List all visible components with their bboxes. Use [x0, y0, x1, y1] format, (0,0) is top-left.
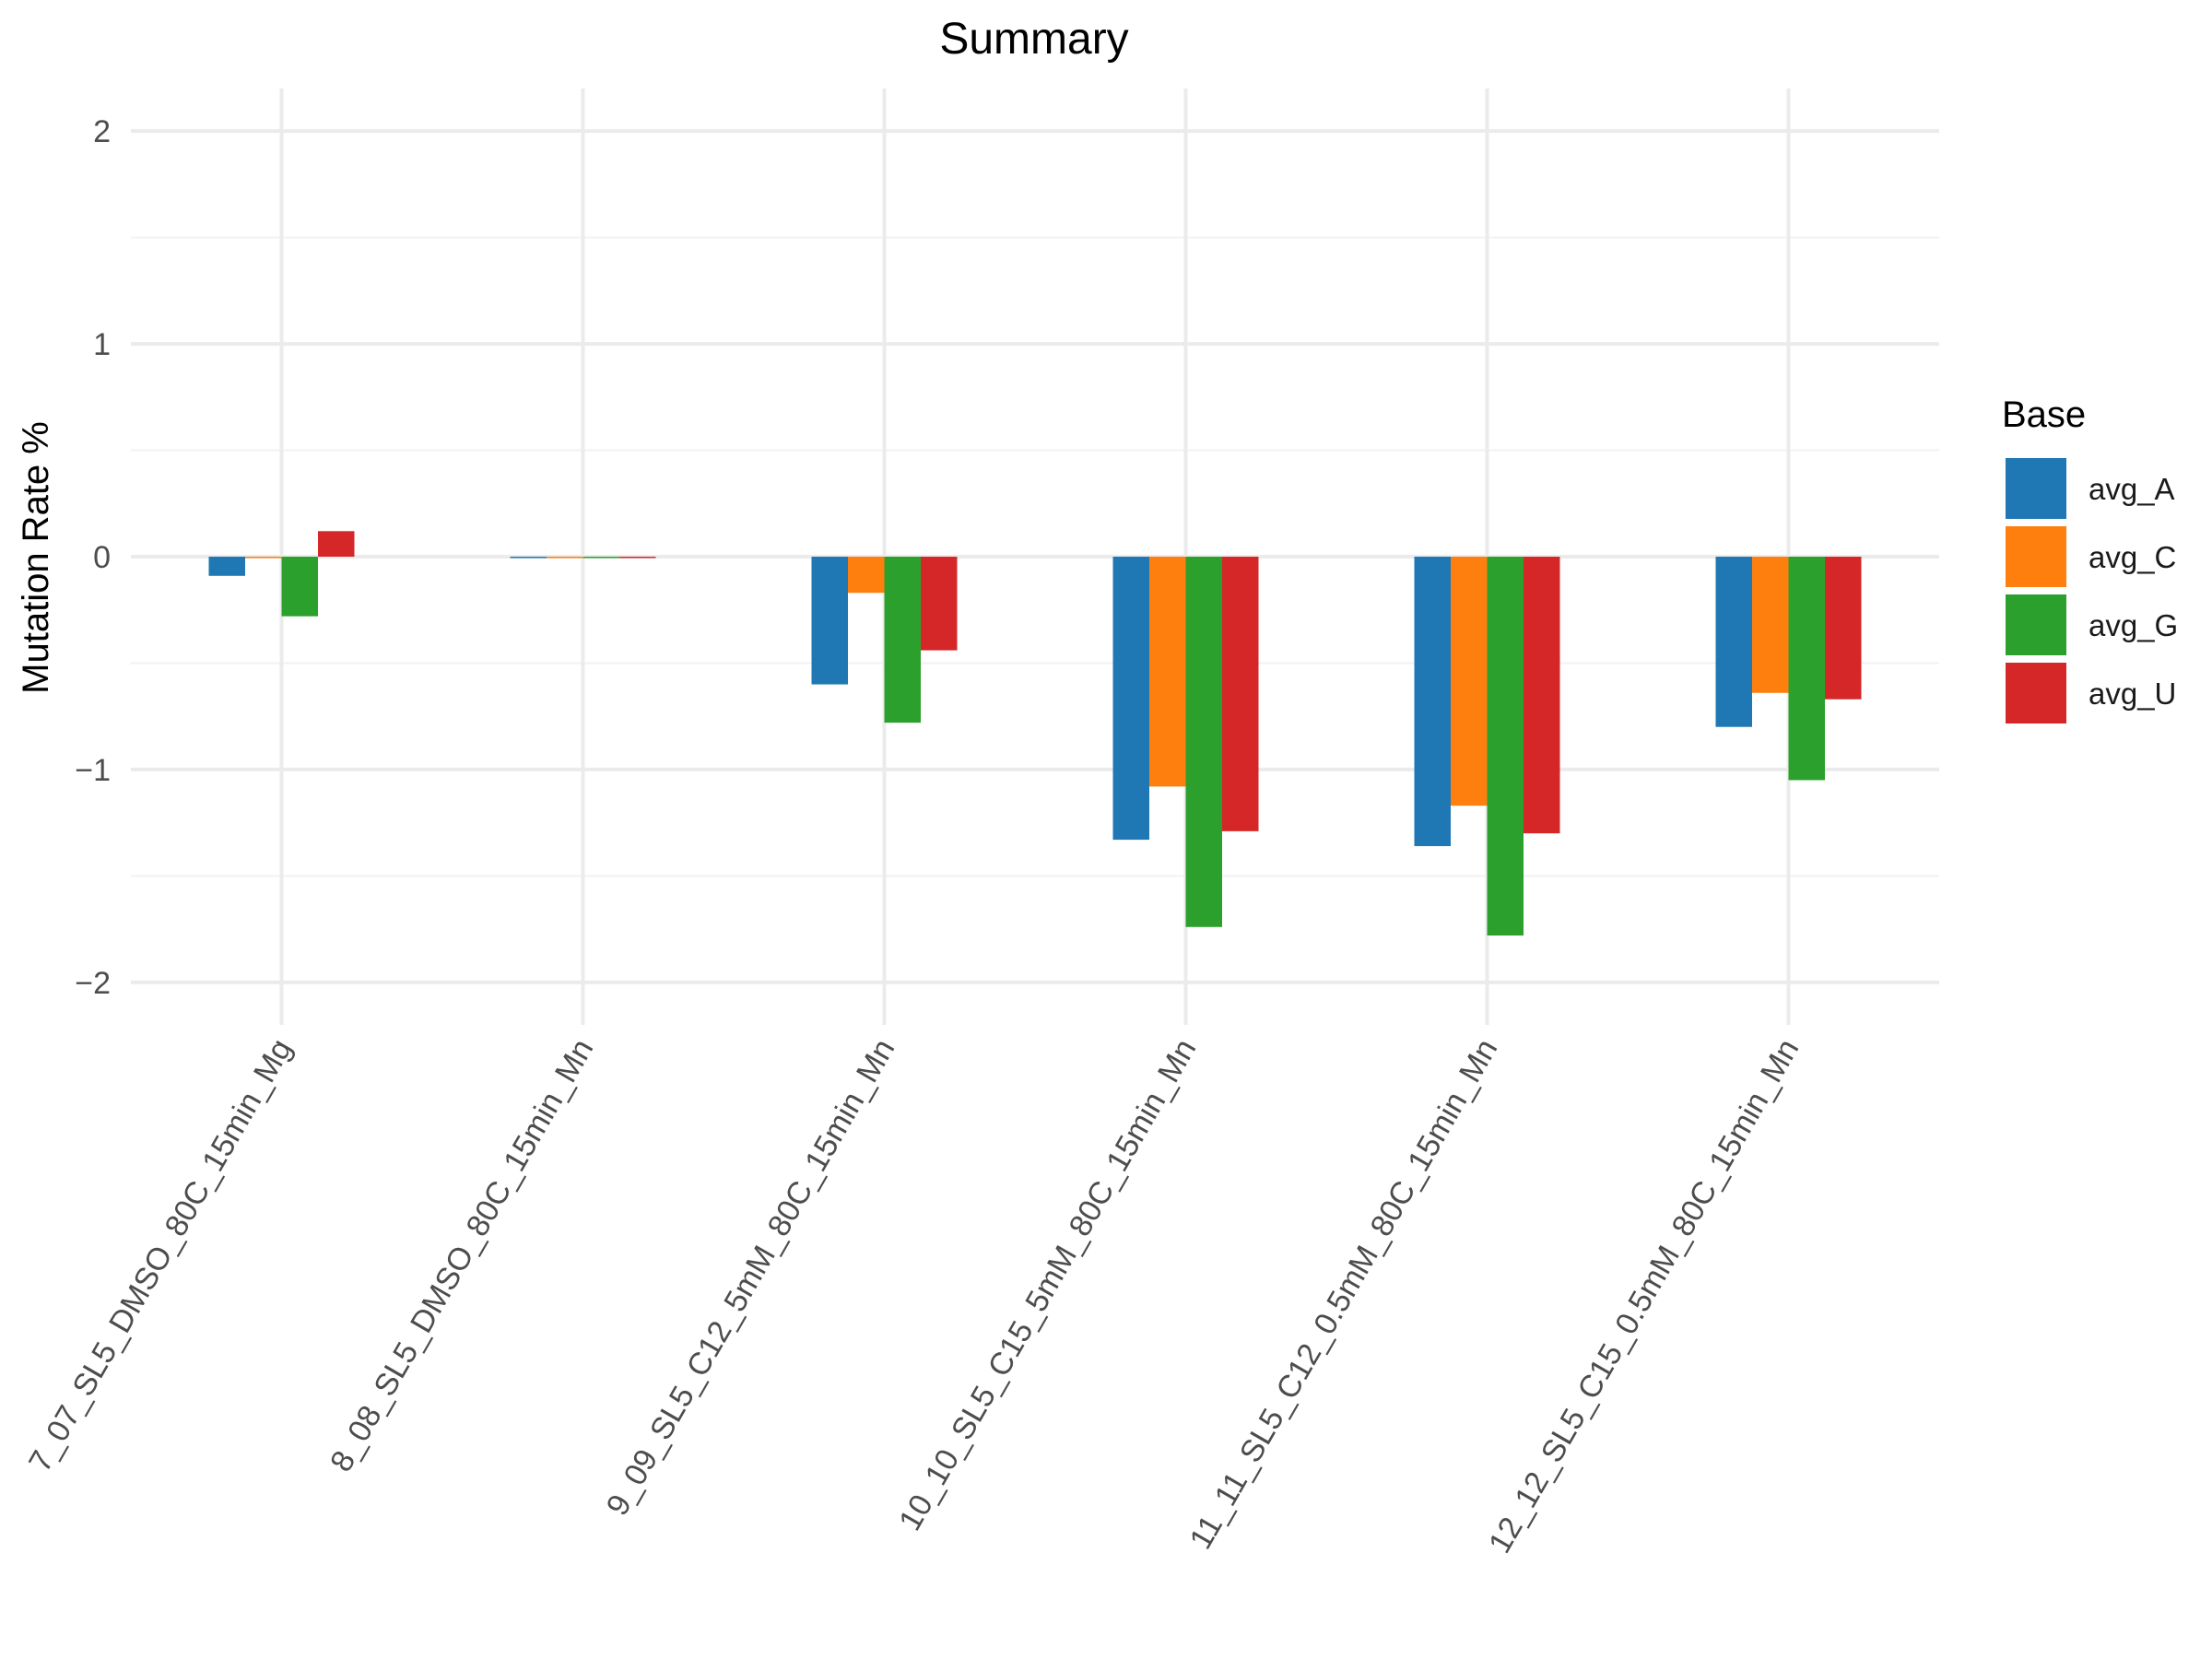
x-tick-label: 11_11_SL5_C12_0.5mM_80C_15min_Mn [1183, 1033, 1505, 1555]
bar-avg_U-2 [619, 557, 656, 559]
x-tick-label: 8_08_SL5_DMSO_80C_15min_Mn [324, 1033, 600, 1477]
bar-avg_A-6 [1715, 557, 1752, 727]
legend-title: Base [2002, 394, 2086, 435]
x-tick-label: 12_12_SL5_C15_0.5mM_80C_15min_Mn [1482, 1033, 1806, 1559]
y-tick-label: −2 [75, 966, 111, 1001]
legend-label-avg_A: avg_A [2088, 472, 2175, 506]
bar-avg_C-6 [1752, 557, 1789, 693]
bar-avg_C-4 [1149, 557, 1186, 787]
bar-avg_U-3 [921, 557, 958, 651]
bar-avg_G-3 [884, 557, 921, 724]
bar-avg_U-4 [1222, 557, 1259, 831]
x-tick-label: 9_09_SL5_C12_5mM_80C_15min_Mn [600, 1033, 902, 1522]
bar-avg_C-5 [1451, 557, 1488, 806]
bar-avg_G-4 [1185, 557, 1222, 927]
bar-avg_G-2 [582, 557, 619, 559]
bar-avg_G-1 [281, 557, 318, 617]
legend-label-avg_G: avg_G [2088, 608, 2178, 642]
y-tick-label: 1 [93, 327, 111, 362]
x-tick-label: 10_10_SL5_C15_5mM_80C_15min_Mn [892, 1033, 1203, 1536]
bar-avg_G-5 [1487, 557, 1524, 936]
legend-swatch-avg_G [2006, 594, 2066, 655]
legend-label-avg_U: avg_U [2088, 677, 2176, 711]
bar-avg_A-2 [510, 557, 547, 559]
bar-avg_U-1 [318, 531, 355, 557]
bars [208, 531, 1862, 936]
y-axis-ticks: −2 −1 0 1 2 [75, 114, 111, 1001]
grid [131, 88, 1939, 1025]
bar-avg_A-3 [811, 557, 848, 685]
bar-avg_U-5 [1524, 557, 1560, 834]
bar-avg_U-6 [1825, 557, 1862, 700]
legend-swatch-avg_U [2006, 663, 2066, 724]
bar-avg_A-1 [208, 557, 245, 576]
y-tick-label: 2 [93, 114, 111, 149]
y-axis-title: Mutation Rate % [16, 421, 56, 694]
legend: Base avg_A avg_C avg_G avg_U [2002, 394, 2178, 724]
bar-avg_C-2 [547, 557, 583, 559]
bar-avg_G-6 [1788, 557, 1825, 781]
bar-avg_A-4 [1112, 557, 1149, 841]
y-tick-label: −1 [75, 753, 111, 788]
chart-title: Summary [939, 15, 1128, 64]
legend-label-avg_C: avg_C [2088, 540, 2176, 574]
bar-avg_C-1 [245, 557, 282, 559]
x-tick-label: 7_07_SL5_DMSO_80C_15min_Mg [22, 1033, 299, 1477]
y-tick-label: 0 [93, 540, 111, 575]
legend-swatch-avg_C [2006, 526, 2066, 587]
x-axis-ticks: 7_07_SL5_DMSO_80C_15min_Mg 8_08_SL5_DMSO_… [22, 1033, 1806, 1559]
bar-avg_A-5 [1414, 557, 1451, 847]
bar-avg_C-3 [848, 557, 885, 594]
legend-swatch-avg_A [2006, 458, 2066, 519]
